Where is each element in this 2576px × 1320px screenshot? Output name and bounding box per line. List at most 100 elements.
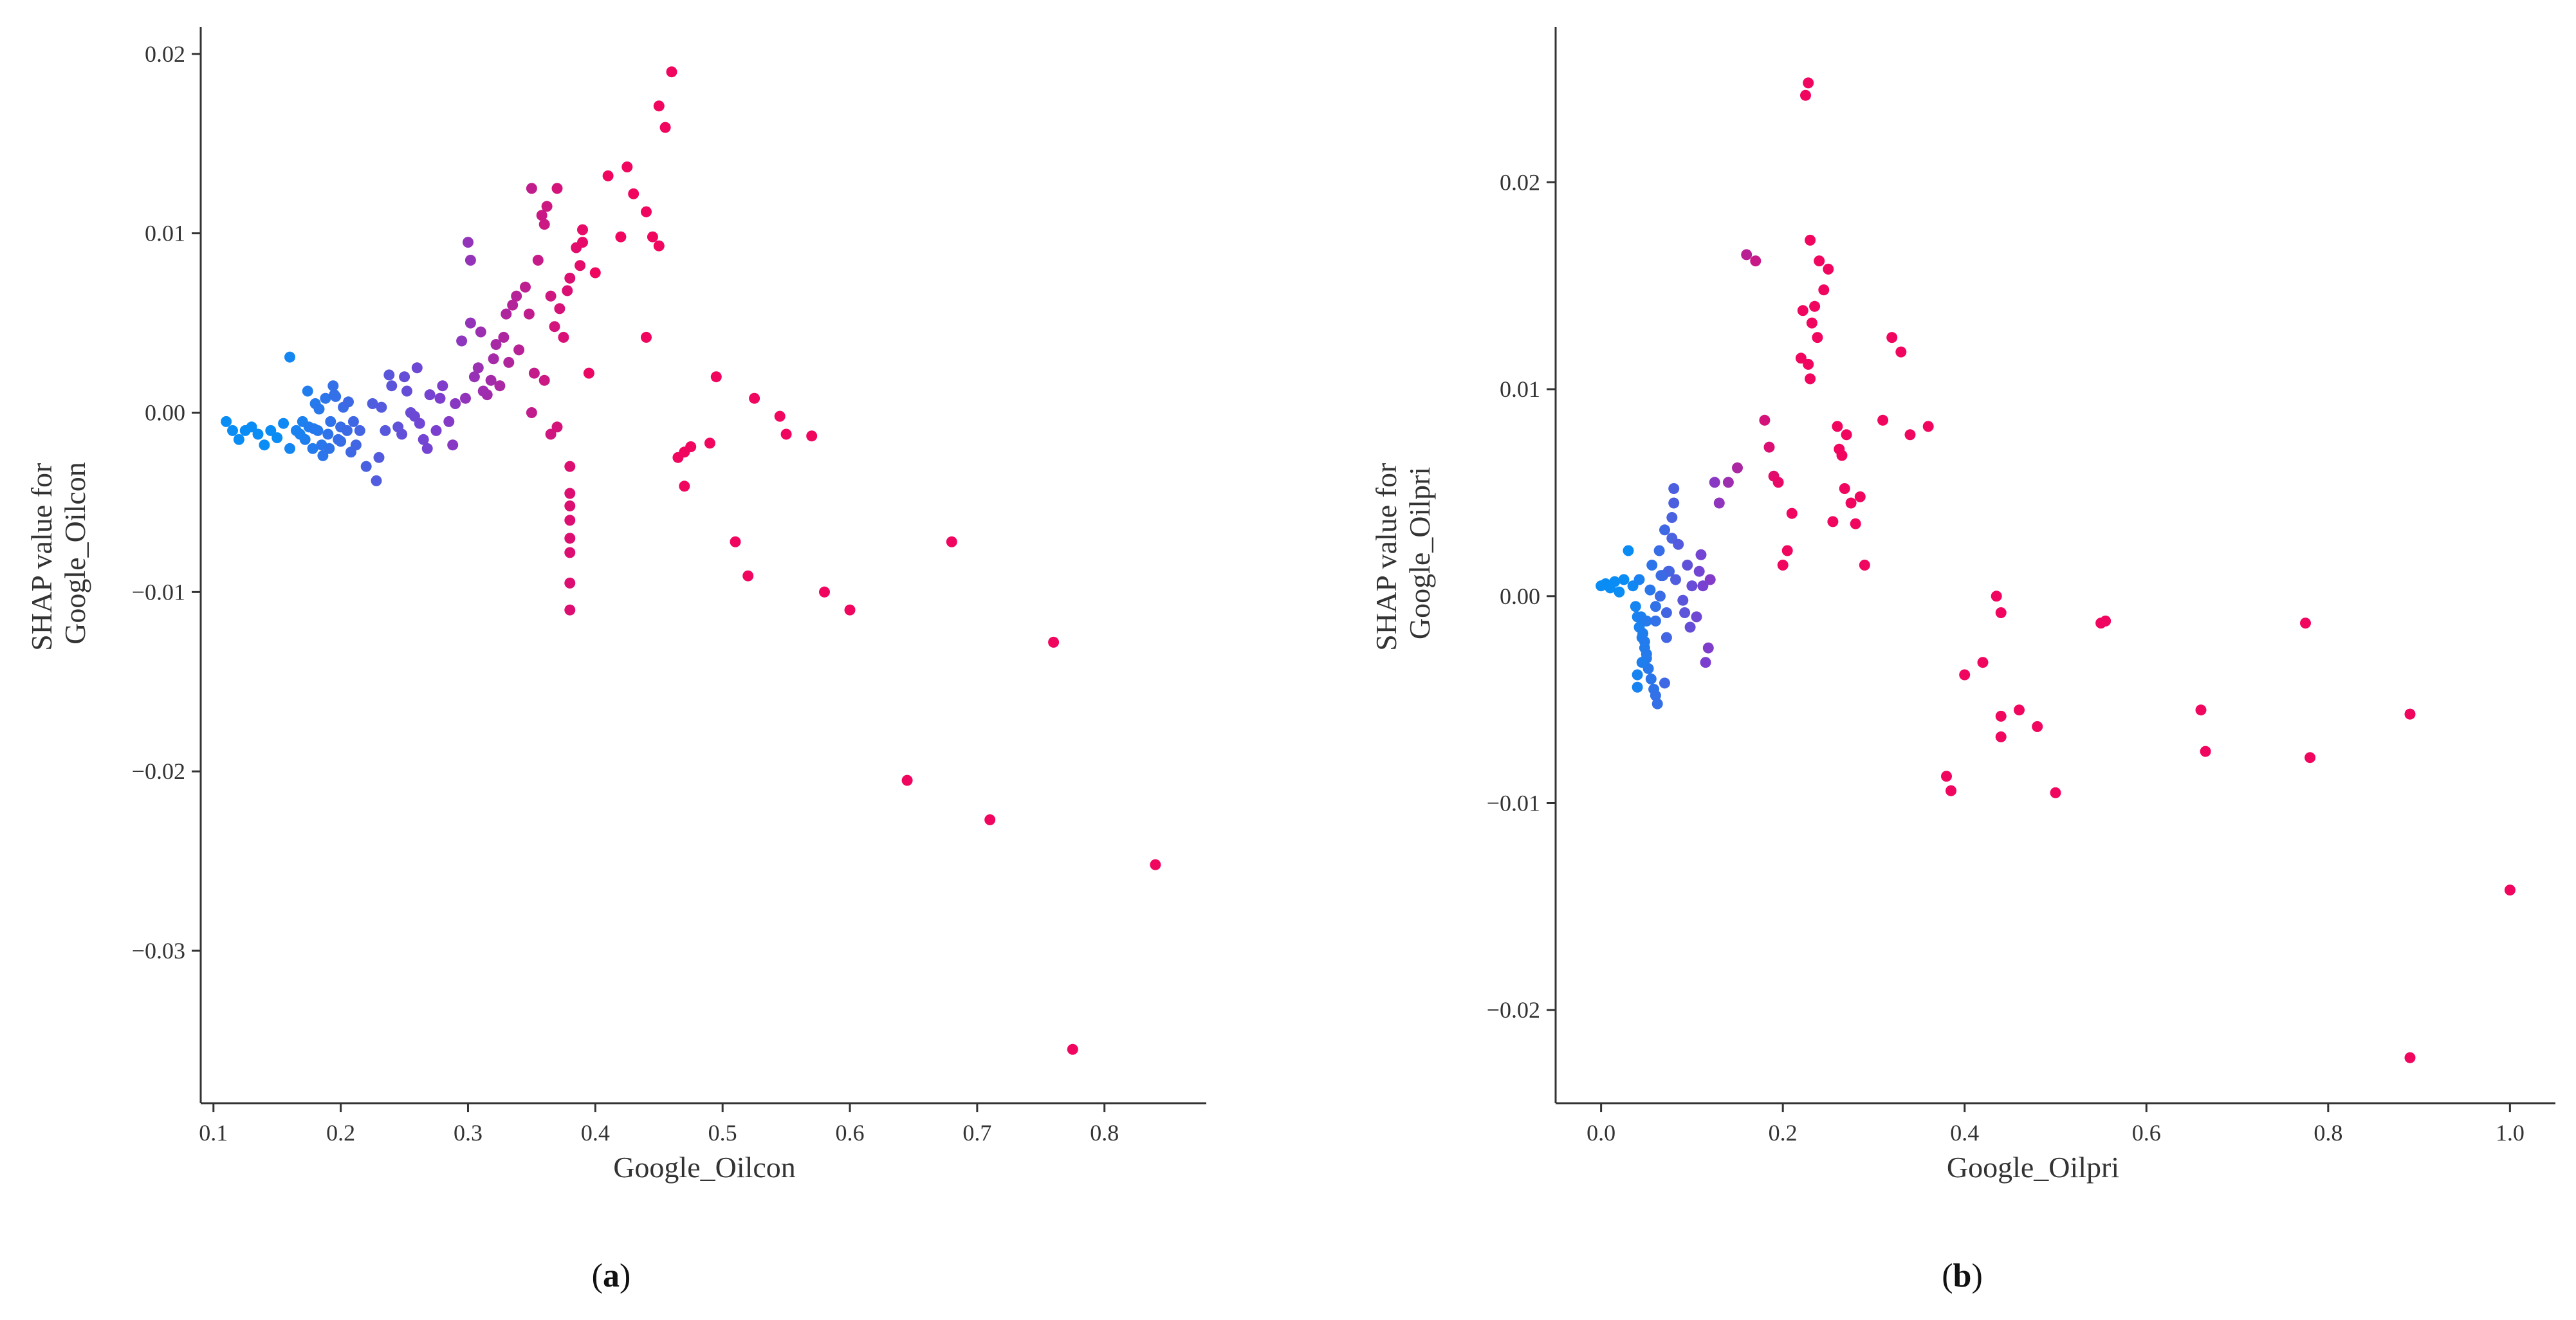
- panel-b-point: [1895, 346, 1907, 358]
- panel-a-point: [284, 351, 295, 363]
- panel-a-point: [984, 814, 996, 825]
- panel-b-point: [1633, 574, 1645, 585]
- panel-a-point: [335, 435, 347, 447]
- panel-b-point: [1803, 77, 1814, 89]
- panel-a-point: [564, 461, 576, 472]
- panel-b-point: [1959, 669, 1971, 681]
- panel-a-point: [463, 237, 474, 248]
- panel-b-y-tick-label: 0.01: [1500, 376, 1540, 402]
- panel-b-point: [1709, 477, 1720, 488]
- panel-a-point: [434, 392, 446, 404]
- panel-a-point: [1048, 636, 1060, 648]
- panel-b-point: [1632, 681, 1643, 693]
- panel-b-points: [1596, 77, 2516, 1063]
- panel-a-point: [564, 533, 576, 544]
- panel-a-point: [819, 586, 830, 598]
- panel-b-x-tick-label: 0.4: [1950, 1120, 1979, 1146]
- panel-a-point: [780, 428, 792, 440]
- panel-b-point: [1841, 429, 1852, 441]
- panel-b-point: [1800, 89, 1811, 101]
- panel-a-point: [672, 452, 684, 463]
- panel-b-point: [1812, 332, 1823, 344]
- panel-b-point: [1686, 580, 1698, 592]
- panel-b-point: [1713, 497, 1725, 509]
- panel-b-point: [1772, 477, 1784, 488]
- panel-a-y-tick-label: 0.02: [145, 41, 185, 67]
- panel-a-point: [246, 421, 257, 433]
- panel-a-point: [354, 425, 365, 436]
- panel-a-point: [602, 170, 614, 181]
- panel-a-point: [564, 515, 576, 526]
- panel-b-point: [1661, 632, 1672, 643]
- panel-a-point: [532, 255, 544, 266]
- panel-b: 0.0 0.2 0.4 0.6 0.8 1.0 0.02 0.01 0.00 −0.01 −0.0…: [1370, 27, 2555, 1294]
- panel-a-point: [424, 389, 436, 401]
- panel-b-point: [1995, 710, 2007, 722]
- panel-a-point: [488, 353, 499, 365]
- panel-b-point: [1818, 284, 1830, 296]
- panel-a-point: [367, 398, 378, 409]
- panel-a-point: [278, 417, 290, 429]
- panel-a-point: [564, 604, 576, 616]
- panel-b-point: [1659, 677, 1670, 689]
- panel-b-point: [1641, 615, 1652, 627]
- panel-a-point: [456, 335, 468, 347]
- panel-b-point: [1641, 648, 1652, 660]
- panel-b-point: [1639, 636, 1650, 647]
- panel-a-point: [324, 443, 335, 454]
- panel-a-point: [330, 390, 342, 402]
- panel-a-point: [641, 206, 652, 217]
- panel-a-point: [730, 536, 741, 547]
- panel-b-point: [1609, 576, 1621, 587]
- panel-b-point: [1695, 549, 1707, 560]
- panel-b-y-tick-label: 0.02: [1500, 169, 1540, 195]
- panel-a-point: [653, 240, 665, 252]
- panel-a-point: [396, 428, 408, 440]
- panel-a-point: [554, 303, 566, 315]
- panel-a-point: [507, 299, 519, 311]
- panel-b-point: [1666, 512, 1678, 523]
- panel-a-point: [450, 398, 461, 409]
- panel-a-point: [252, 428, 264, 440]
- panel-a-point: [307, 443, 318, 454]
- panel-b-point: [1661, 607, 1672, 618]
- panel-a-point: [653, 100, 665, 112]
- panel-a-point: [564, 488, 576, 499]
- panel-a-point: [844, 604, 856, 616]
- panel-b-point: [1670, 574, 1681, 585]
- panel-b-point: [2300, 618, 2311, 629]
- panel-b-y-tick-label: −0.02: [1487, 997, 1540, 1023]
- panel-a-point: [308, 423, 320, 435]
- panel-a-y-tick-label: −0.03: [132, 938, 185, 964]
- panel-b-point: [1650, 690, 1661, 701]
- panel-b-point: [1781, 545, 1793, 556]
- panel-b-x-tick-label: 0.6: [2132, 1120, 2161, 1146]
- panel-a-point: [221, 416, 232, 427]
- panel-a-point: [360, 461, 372, 472]
- panel-a-point: [494, 380, 506, 392]
- panel-a: 0.1 0.2 0.3 0.4 0.5 0.6 0.7 0.8 0.02 0.01 0.00 −0.…: [25, 27, 1206, 1294]
- panel-b-caption-letter: b: [1953, 1258, 1972, 1294]
- panel-a-point: [317, 450, 329, 461]
- panel-a-x-tick-label: 0.7: [962, 1120, 991, 1146]
- panel-b-point: [1805, 234, 1816, 246]
- panel-a-point: [343, 396, 354, 408]
- panel-a-point: [233, 434, 244, 445]
- panel-a-point: [322, 428, 334, 440]
- panel-a-point: [628, 188, 639, 199]
- panel-b-point: [1651, 698, 1663, 710]
- panel-a-point: [465, 255, 476, 266]
- panel-a-point: [380, 425, 391, 436]
- panel-a-point: [545, 290, 557, 302]
- panel-a-point: [541, 201, 553, 212]
- panel-b-point: [1859, 560, 1870, 571]
- panel-b-point: [1650, 601, 1661, 612]
- panel-b-point: [1623, 545, 1634, 556]
- panel-a-point: [538, 374, 550, 386]
- panel-a-point: [704, 437, 715, 449]
- panel-b-point: [1668, 483, 1680, 494]
- panel-a-point: [549, 321, 560, 333]
- panel-a-y-ticks: 0.02 0.01 0.00 −0.01 −0.02 −0.03: [132, 41, 201, 964]
- panel-b-y-tick-label: −0.01: [1487, 790, 1540, 816]
